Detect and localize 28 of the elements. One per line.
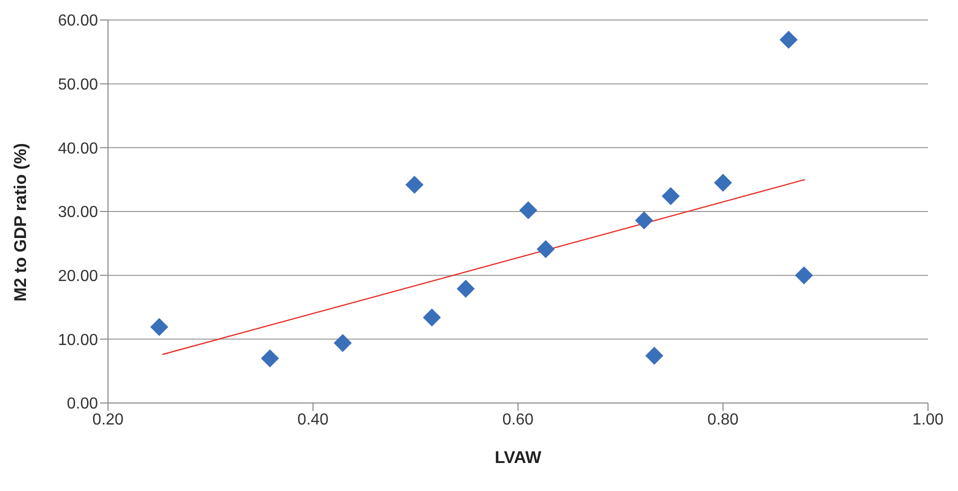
point [405,176,424,194]
y-tick-label: 40.00 [58,140,98,158]
point [645,346,664,365]
point [780,30,798,49]
point [150,318,168,336]
y-tick-label: 60.00 [58,12,98,30]
point [714,174,732,192]
point [794,266,813,284]
point [519,201,538,220]
point [260,349,279,368]
x-tick-label: 0.60 [502,411,534,428]
point [422,308,441,326]
point [635,211,654,230]
y-tick-label: 0.00 [66,396,98,413]
x-tick-label: 0.80 [707,411,739,428]
x-axis-title: LVAW [494,448,542,467]
x-tick-label: 0.40 [297,411,329,428]
y-tick-label: 50.00 [58,76,98,94]
point [662,187,680,206]
point [334,334,352,352]
y-tick-label: 20.00 [58,268,98,286]
y-axis-title: M2 to GDP ratio (%) [11,143,30,302]
x-tick-label: 0.20 [92,411,124,428]
y-tick-label: 30.00 [58,204,98,222]
y-tick-label: 10.00 [58,332,98,349]
point [456,280,475,298]
point [536,240,555,258]
x-tick-label: 1.00 [912,411,944,428]
